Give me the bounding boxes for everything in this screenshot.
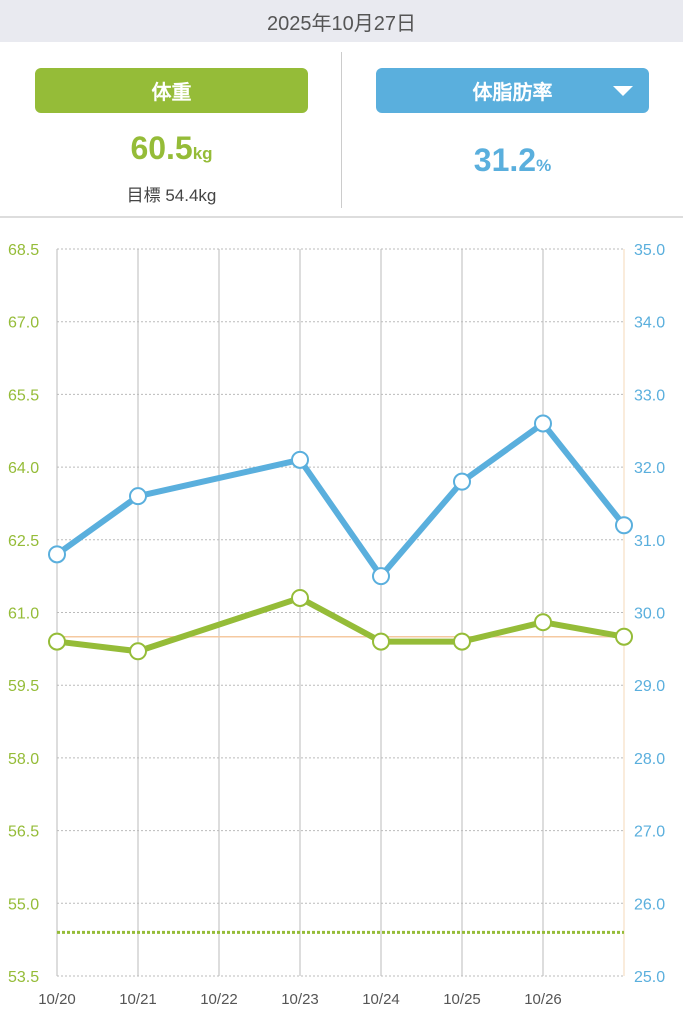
- x-tick-label: 10/20: [38, 991, 76, 1008]
- x-tick-label: 10/23: [281, 991, 319, 1008]
- weight-data-point: [372, 632, 390, 651]
- right-tick-label: 33.0: [634, 387, 665, 404]
- x-tick-label: 10/26: [524, 991, 562, 1008]
- fat-label: 体脂肪率: [472, 82, 553, 104]
- chart[interactable]: 53.5 55.0 56.5 58.0 59.5 61.0 62.5 64.0 65.5 67.0…: [0, 218, 683, 1024]
- weight-data-point: [291, 588, 309, 607]
- left-tick-label: 61.0: [8, 606, 39, 623]
- right-tick-label: 34.0: [634, 315, 665, 332]
- summary-panel: 体重 60.5kg 目標 54.4kg 体脂肪率 31.2%: [0, 42, 683, 218]
- left-tick-label: 67.0: [8, 315, 39, 332]
- left-tick-label: 58.0: [8, 751, 39, 768]
- x-tick-label: 10/21: [119, 991, 157, 1008]
- x-tick-label: 10/25: [443, 991, 481, 1008]
- weight-number: 60.5: [130, 130, 193, 166]
- right-tick-label: 28.0: [634, 751, 665, 768]
- right-tick-label: 25.0: [634, 969, 665, 986]
- fat-data-point: [615, 516, 633, 535]
- right-tick-label: 29.0: [634, 678, 665, 695]
- fat-data-point: [291, 450, 309, 469]
- left-tick-label: 65.5: [8, 387, 39, 404]
- weight-value: 60.5kg: [35, 130, 308, 167]
- fat-data-point: [453, 472, 471, 491]
- weight-data-point: [615, 627, 633, 646]
- date-header: 2025年10月27日: [0, 0, 683, 42]
- fat-data-point: [534, 414, 552, 433]
- fat-data-point: [129, 487, 147, 506]
- fat-metric-dropdown[interactable]: 体脂肪率: [376, 68, 649, 113]
- right-tick-label: 35.0: [634, 242, 665, 259]
- x-tick-label: 10/24: [362, 991, 400, 1008]
- goal-label: 目標: [126, 186, 161, 205]
- weight-goal: 目標 54.4kg: [35, 181, 308, 206]
- weight-data-point: [453, 632, 471, 651]
- date-label: 2025年10月27日: [267, 12, 416, 35]
- fat-value: 31.2%: [376, 142, 649, 179]
- weight-button[interactable]: 体重: [35, 68, 308, 113]
- weight-unit: kg: [192, 144, 213, 163]
- fat-unit: %: [536, 156, 552, 175]
- weight-label: 体重: [151, 82, 192, 104]
- right-tick-label: 27.0: [634, 824, 665, 841]
- left-tick-label: 55.0: [8, 896, 39, 913]
- right-tick-label: 31.0: [634, 533, 665, 550]
- right-tick-label: 32.0: [634, 460, 665, 477]
- left-tick-label: 64.0: [8, 460, 39, 477]
- left-tick-label: 56.5: [8, 824, 39, 841]
- fat-data-point: [48, 545, 66, 564]
- weight-data-point: [534, 613, 552, 632]
- goal-value: 54.4kg: [165, 186, 217, 205]
- left-tick-label: 62.5: [8, 533, 39, 550]
- left-tick-label: 59.5: [8, 678, 39, 695]
- triangle-down-icon: [613, 86, 633, 96]
- right-tick-label: 30.0: [634, 606, 665, 623]
- left-tick-label: 68.5: [8, 242, 39, 259]
- fat-number: 31.2: [473, 142, 537, 178]
- right-tick-label: 26.0: [634, 896, 665, 913]
- left-tick-label: 53.5: [8, 969, 39, 986]
- weight-data-point: [129, 642, 147, 661]
- x-tick-label: 10/22: [200, 991, 238, 1008]
- divider: [341, 52, 342, 208]
- fat-data-point: [372, 567, 390, 586]
- weight-data-point: [48, 632, 66, 651]
